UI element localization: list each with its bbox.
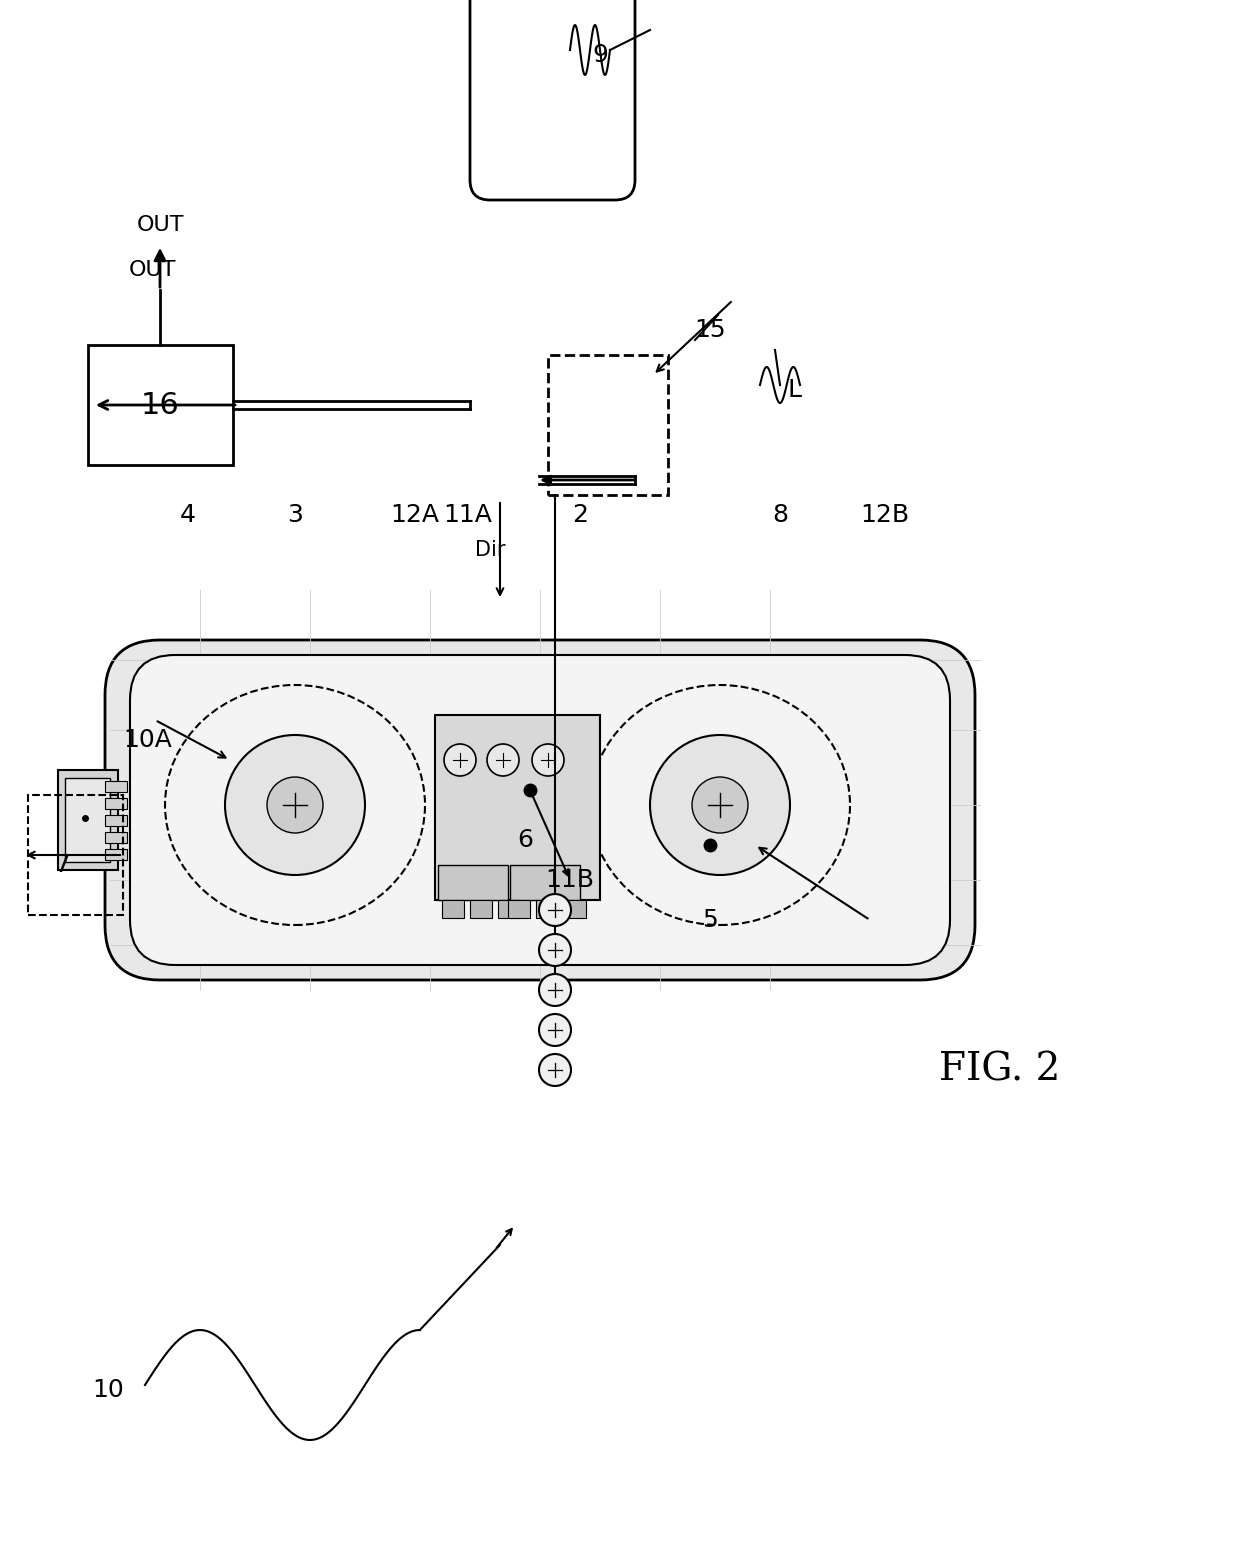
- Text: 3: 3: [288, 502, 303, 527]
- Circle shape: [267, 777, 322, 833]
- Text: 15: 15: [694, 318, 725, 342]
- Text: 2: 2: [572, 502, 588, 527]
- Bar: [536, 900, 558, 917]
- FancyBboxPatch shape: [470, 0, 635, 200]
- Text: 8: 8: [773, 502, 787, 527]
- Text: Dir: Dir: [475, 540, 505, 560]
- Circle shape: [539, 973, 570, 1006]
- Text: 11A: 11A: [444, 502, 492, 527]
- Bar: [105, 814, 126, 825]
- Text: 12B: 12B: [861, 502, 910, 527]
- Bar: [88, 345, 233, 465]
- Circle shape: [539, 1055, 570, 1086]
- Bar: [29, 796, 123, 916]
- Bar: [58, 771, 118, 870]
- Bar: [441, 900, 464, 917]
- Text: 12A: 12A: [391, 502, 439, 527]
- Circle shape: [650, 735, 790, 875]
- Bar: [105, 782, 126, 792]
- Circle shape: [539, 894, 570, 927]
- Bar: [498, 900, 520, 917]
- Text: 4: 4: [180, 502, 196, 527]
- Bar: [105, 831, 126, 842]
- Circle shape: [692, 777, 748, 833]
- Bar: [438, 864, 508, 900]
- Bar: [510, 864, 580, 900]
- Text: 6: 6: [517, 828, 533, 852]
- Circle shape: [444, 744, 476, 775]
- FancyBboxPatch shape: [130, 655, 950, 966]
- Text: OUT: OUT: [129, 261, 177, 279]
- Circle shape: [487, 744, 520, 775]
- Text: 10: 10: [92, 1377, 124, 1402]
- FancyBboxPatch shape: [105, 640, 975, 980]
- Text: FIG. 2: FIG. 2: [940, 1051, 1060, 1089]
- Circle shape: [539, 934, 570, 966]
- Bar: [64, 778, 110, 863]
- Circle shape: [224, 735, 365, 875]
- Bar: [564, 900, 587, 917]
- Bar: [435, 714, 600, 900]
- Text: 9: 9: [591, 44, 608, 67]
- Bar: [548, 356, 668, 495]
- Bar: [105, 849, 126, 860]
- Bar: [508, 900, 529, 917]
- Text: OUT: OUT: [136, 215, 184, 236]
- Circle shape: [539, 1014, 570, 1047]
- Circle shape: [532, 744, 564, 775]
- Bar: [105, 799, 126, 810]
- Text: 10A: 10A: [124, 729, 172, 752]
- Text: 16: 16: [140, 390, 180, 420]
- Text: L: L: [787, 378, 802, 402]
- Text: 11B: 11B: [546, 867, 594, 892]
- Text: 7: 7: [55, 853, 71, 877]
- Bar: [470, 900, 492, 917]
- Text: 5: 5: [702, 908, 718, 931]
